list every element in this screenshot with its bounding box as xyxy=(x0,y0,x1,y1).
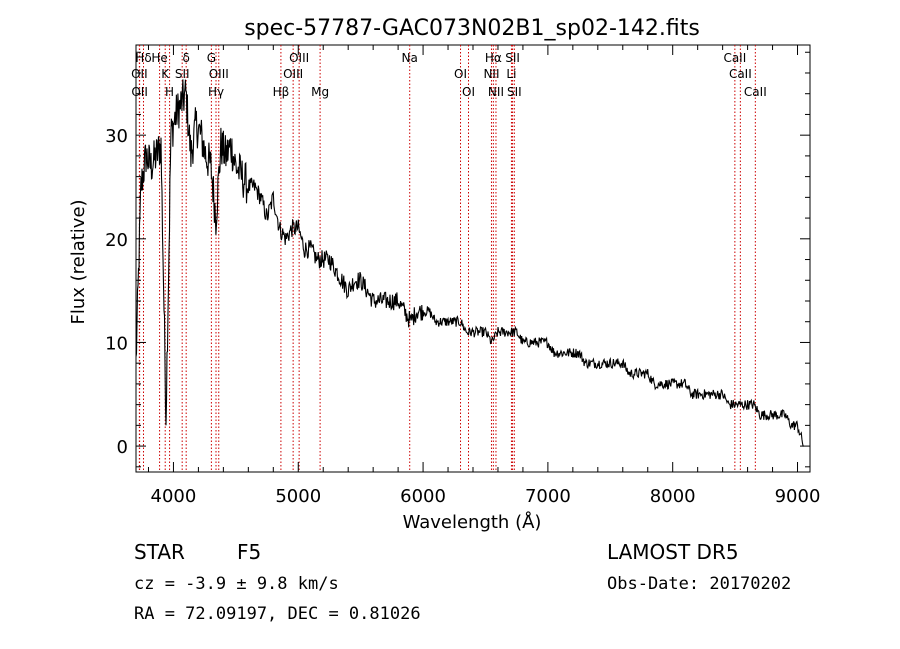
survey-name: LAMOST DR5 xyxy=(607,540,739,564)
spectrum-line xyxy=(135,79,804,447)
x-tick-label: 4000 xyxy=(151,486,197,507)
line-marker-labels: HδKHδOIIIHγGOIIOIIHeSIIHβOIIIOIIIMgNaOIO… xyxy=(131,51,767,99)
x-tick-label: 7000 xyxy=(525,486,571,507)
line-marker-label: Mg xyxy=(311,85,329,99)
line-marker-label: OIII xyxy=(209,67,229,81)
line-marker-label: He xyxy=(151,51,167,65)
line-marker-label: SII xyxy=(175,67,190,81)
x-axis-ticks: 4000 5000 6000 7000 8000 9000 xyxy=(147,45,821,507)
chart-title: spec-57787-GAC073N02B1_sp02-142.fits xyxy=(244,16,700,41)
line-marker-label: CaII xyxy=(729,67,752,81)
y-tick-label: 30 xyxy=(105,126,128,147)
line-marker-label: OI xyxy=(454,67,467,81)
ra-dec-coordinates: RA = 72.09197, DEC = 0.81026 xyxy=(134,604,421,624)
line-marker-label: Na xyxy=(402,51,418,65)
line-marker-label: G xyxy=(207,51,216,65)
y-tick-label: 10 xyxy=(105,333,128,354)
x-tick-label: 9000 xyxy=(775,486,821,507)
line-marker-label: NII xyxy=(483,67,499,81)
y-tick-label: 20 xyxy=(105,230,128,251)
line-marker-label: Hβ xyxy=(273,85,290,99)
line-marker-label: OII xyxy=(131,85,148,99)
line-marker-label: K xyxy=(161,67,170,81)
line-marker-label: OIII xyxy=(289,51,309,65)
redshift-cz: cz = -3.9 ± 9.8 km/s xyxy=(134,574,339,594)
line-marker-label: Hδ xyxy=(135,51,151,65)
line-marker-label: H xyxy=(165,85,174,99)
observation-date: Obs-Date: 20170202 xyxy=(607,574,791,594)
line-marker-label: OIII xyxy=(283,67,303,81)
object-class: STAR xyxy=(134,540,185,564)
object-subclass: F5 xyxy=(237,540,261,564)
x-tick-label: 8000 xyxy=(650,486,696,507)
line-marker-label: CaII xyxy=(744,85,767,99)
line-marker-label: CaII xyxy=(723,51,746,65)
plot-frame xyxy=(135,44,811,473)
line-markers xyxy=(138,45,756,472)
line-marker-label: Hγ xyxy=(208,85,224,99)
y-axis-ticks: 0 10 20 30 xyxy=(105,51,810,468)
y-axis-label: Flux (relative) xyxy=(68,199,89,324)
line-marker-label: Hα xyxy=(485,51,502,65)
line-marker-label: OI xyxy=(462,85,475,99)
line-marker-label: SII xyxy=(505,51,520,65)
x-tick-label: 5000 xyxy=(275,486,321,507)
line-marker-label: δ xyxy=(183,51,190,65)
x-axis-label: Wavelength (Å) xyxy=(403,511,542,533)
y-tick-label: 0 xyxy=(117,437,128,458)
line-marker-label: OII xyxy=(131,67,148,81)
line-marker-label: Li xyxy=(506,67,516,81)
x-tick-label: 6000 xyxy=(400,486,446,507)
line-marker-label: NII xyxy=(488,85,504,99)
line-marker-label: SII xyxy=(507,85,522,99)
